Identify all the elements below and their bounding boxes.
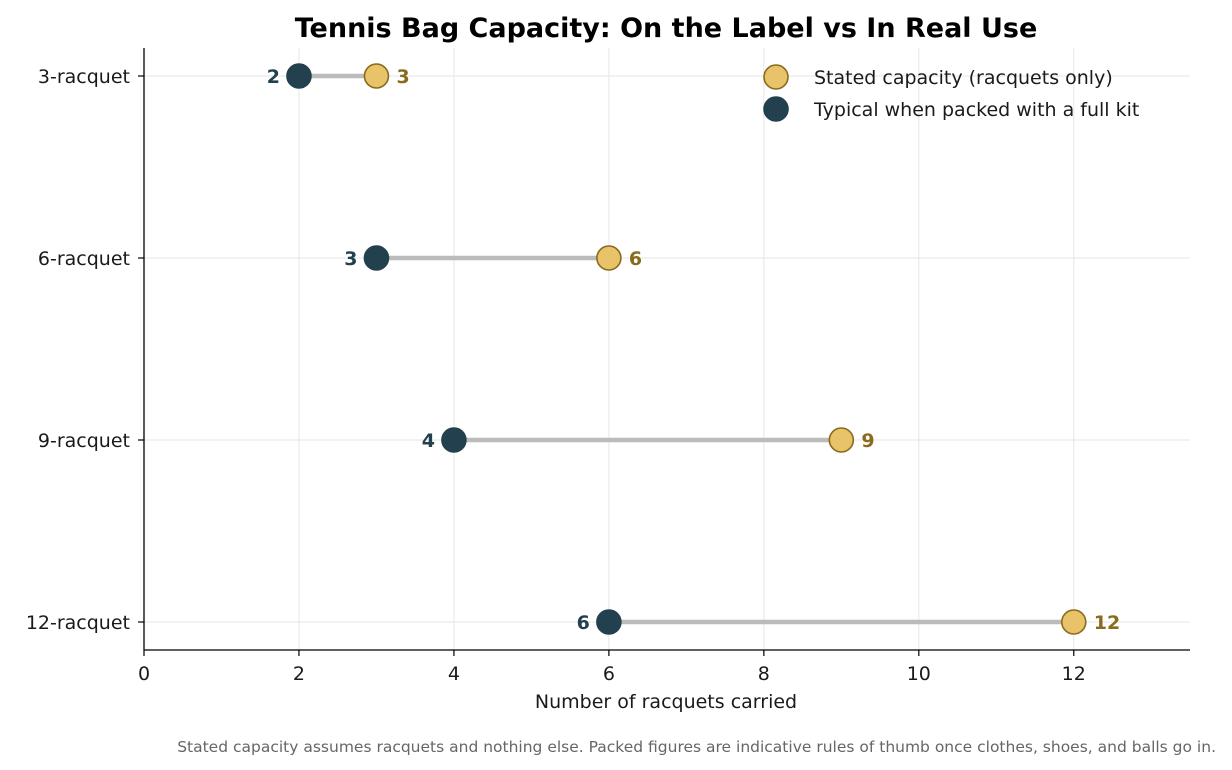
data-points bbox=[286, 63, 1087, 635]
stated-point bbox=[363, 63, 390, 89]
stated-point bbox=[828, 427, 855, 453]
y-tick-label: 9-racquet bbox=[38, 430, 130, 452]
packed-point bbox=[286, 63, 312, 89]
y-tick-label: 3-racquet bbox=[38, 66, 130, 88]
footnote: Stated capacity assumes racquets and not… bbox=[177, 738, 1216, 756]
x-tick-label: 6 bbox=[603, 663, 615, 685]
packed-point bbox=[596, 609, 622, 635]
stated-point bbox=[596, 245, 622, 271]
connectors bbox=[298, 73, 1074, 625]
x-tick-label: 4 bbox=[448, 663, 460, 685]
stated-value-label: 3 bbox=[396, 66, 409, 88]
grid bbox=[143, 48, 1190, 650]
chart-title: Tennis Bag Capacity: On the Label vs In … bbox=[295, 13, 1038, 44]
stated-value-label: 6 bbox=[629, 248, 642, 270]
x-tick-label: 12 bbox=[1062, 663, 1086, 685]
x-axis-label: Number of racquets carried bbox=[535, 691, 797, 713]
packed-value-label: 6 bbox=[577, 612, 590, 634]
axes: 0 2 4 6 8 10 12 3-racquet 6-racquet 9-racquet 12-r… bbox=[26, 48, 1190, 685]
legend-marker bbox=[763, 64, 789, 90]
x-tick-label: 10 bbox=[907, 663, 931, 685]
legend: Stated capacity (racquets only) Typical w… bbox=[763, 64, 1139, 122]
legend-label: Typical when packed with a full kit bbox=[813, 99, 1139, 121]
stated-value-label: 9 bbox=[861, 430, 874, 452]
data-labels: 3 2 6 3 9 4 12 6 bbox=[267, 66, 1121, 634]
legend-label: Stated capacity (racquets only) bbox=[814, 67, 1113, 89]
x-tick-label: 2 bbox=[293, 663, 305, 685]
stated-value-label: 12 bbox=[1094, 612, 1120, 634]
packed-point bbox=[441, 427, 467, 453]
packed-value-label: 3 bbox=[344, 248, 357, 270]
x-tick-label: 0 bbox=[138, 663, 150, 685]
y-tick-label: 6-racquet bbox=[38, 248, 130, 270]
legend-marker bbox=[763, 96, 789, 122]
packed-point bbox=[363, 245, 390, 271]
packed-value-label: 2 bbox=[267, 66, 280, 88]
x-tick-label: 8 bbox=[758, 663, 770, 685]
y-tick-label: 12-racquet bbox=[26, 612, 130, 634]
packed-value-label: 4 bbox=[422, 430, 435, 452]
stated-point bbox=[1060, 609, 1087, 635]
